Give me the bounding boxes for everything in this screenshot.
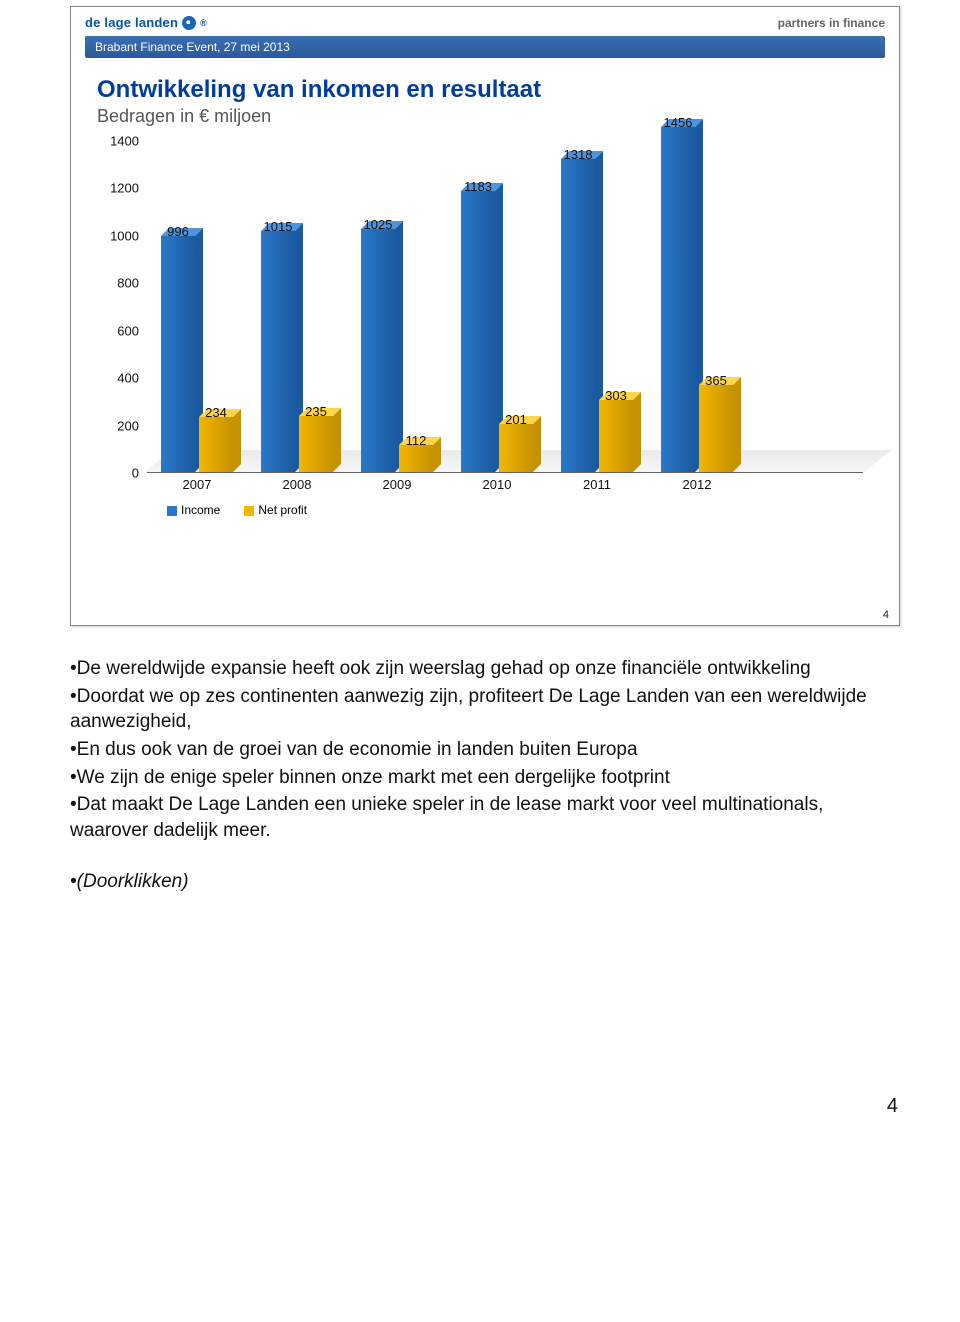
y-tick: 1000: [110, 228, 139, 243]
bar-value-label: 235: [305, 404, 327, 406]
income-bar: 1318: [561, 159, 595, 472]
x-tick-label: 2008: [283, 477, 312, 492]
chart-legend: Income Net profit: [167, 503, 307, 517]
netprofit-bar: 234: [199, 417, 233, 472]
bar-value-label: 234: [205, 405, 227, 407]
bar-value-label: 1456: [664, 115, 693, 117]
y-tick: 1400: [110, 134, 139, 149]
chart-y-axis: 0200400600800100012001400: [97, 141, 143, 473]
bar-value-label: 112: [406, 433, 427, 435]
income-bar: 1025: [361, 229, 395, 472]
logo-row: de lage landen ® partners in finance: [85, 15, 885, 34]
globe-icon: [182, 16, 196, 30]
income-bar: 996: [161, 236, 195, 472]
legend-label: Income: [181, 503, 220, 517]
page-number: 4: [0, 1095, 898, 1118]
note-bullet: •Dat maakt De Lage Landen een unieke spe…: [70, 792, 890, 843]
bar-group: 1025112: [357, 229, 437, 472]
bar-value-label: 1025: [364, 217, 393, 219]
bar-value-label: 996: [167, 224, 189, 226]
slide-container: de lage landen ® partners in finance Bra…: [70, 6, 900, 626]
income-bar: 1456: [661, 127, 695, 472]
bar-value-label: 1015: [264, 219, 293, 221]
bar-group: 996234: [157, 236, 237, 472]
legend-item: Net profit: [244, 503, 307, 517]
income-bar: 1183: [461, 191, 495, 472]
bar-value-label: 201: [505, 412, 527, 414]
event-bar: Brabant Finance Event, 27 mei 2013: [85, 36, 885, 58]
netprofit-bar: 235: [299, 416, 333, 472]
partners-text: partners in finance: [778, 16, 885, 30]
slide-subtitle: Bedragen in € miljoen: [97, 106, 873, 127]
y-tick: 1200: [110, 181, 139, 196]
x-tick-label: 2010: [483, 477, 512, 492]
note-bullet: •En dus ook van de groei van de economie…: [70, 737, 890, 763]
x-tick-label: 2012: [683, 477, 712, 492]
bar-value-label: 303: [605, 388, 627, 390]
slide-title: Ontwikkeling van inkomen en resultaat: [97, 76, 873, 104]
legend-swatch: [167, 506, 177, 516]
y-tick: 800: [117, 276, 139, 291]
speaker-notes: •De wereldwijde expansie heeft ook zijn …: [70, 656, 890, 895]
income-bar: 1015: [261, 231, 295, 472]
netprofit-bar: 365: [699, 385, 733, 472]
note-bullet: •We zijn de enige speler binnen onze mar…: [70, 765, 890, 791]
y-tick: 0: [132, 466, 139, 481]
y-tick: 200: [117, 418, 139, 433]
note-bullet: •Doordat we op zes continenten aanwezig …: [70, 684, 890, 735]
legend-label: Net profit: [258, 503, 307, 517]
bar-group: 1015235: [257, 231, 337, 472]
chart: 0200400600800100012001400 99623410152351…: [97, 141, 873, 521]
bar-value-label: 1183: [464, 179, 492, 181]
x-tick-label: 2009: [383, 477, 412, 492]
note-bullet: •De wereldwijde expansie heeft ook zijn …: [70, 656, 890, 682]
x-tick-label: 2011: [583, 477, 611, 492]
registered-mark: ®: [200, 18, 207, 28]
brand-logo: de lage landen ®: [85, 15, 207, 30]
bar-group: 1183201: [457, 191, 537, 472]
netprofit-bar: 303: [599, 400, 633, 472]
bar-value-label: 1318: [564, 147, 593, 149]
chart-x-labels: 2007 2008 2009 2010 2011 2012: [147, 477, 863, 497]
note-closing: •(Doorklikken): [70, 869, 890, 895]
slide-number: 4: [883, 609, 889, 621]
title-block: Ontwikkeling van inkomen en resultaat Be…: [71, 58, 899, 131]
bar-value-label: 365: [705, 373, 727, 375]
slide-header: de lage landen ® partners in finance: [71, 7, 899, 34]
bar-group: 1318303: [557, 159, 637, 472]
x-tick-label: 2007: [183, 477, 212, 492]
chart-plot: 9962341015235102511211832011318303145636…: [147, 141, 863, 473]
brand-text: de lage landen: [85, 15, 178, 30]
y-tick: 600: [117, 323, 139, 338]
netprofit-bar: 112: [399, 445, 433, 472]
y-tick: 400: [117, 371, 139, 386]
legend-item: Income: [167, 503, 220, 517]
legend-swatch: [244, 506, 254, 516]
bar-group: 1456365: [657, 127, 737, 472]
netprofit-bar: 201: [499, 424, 533, 472]
